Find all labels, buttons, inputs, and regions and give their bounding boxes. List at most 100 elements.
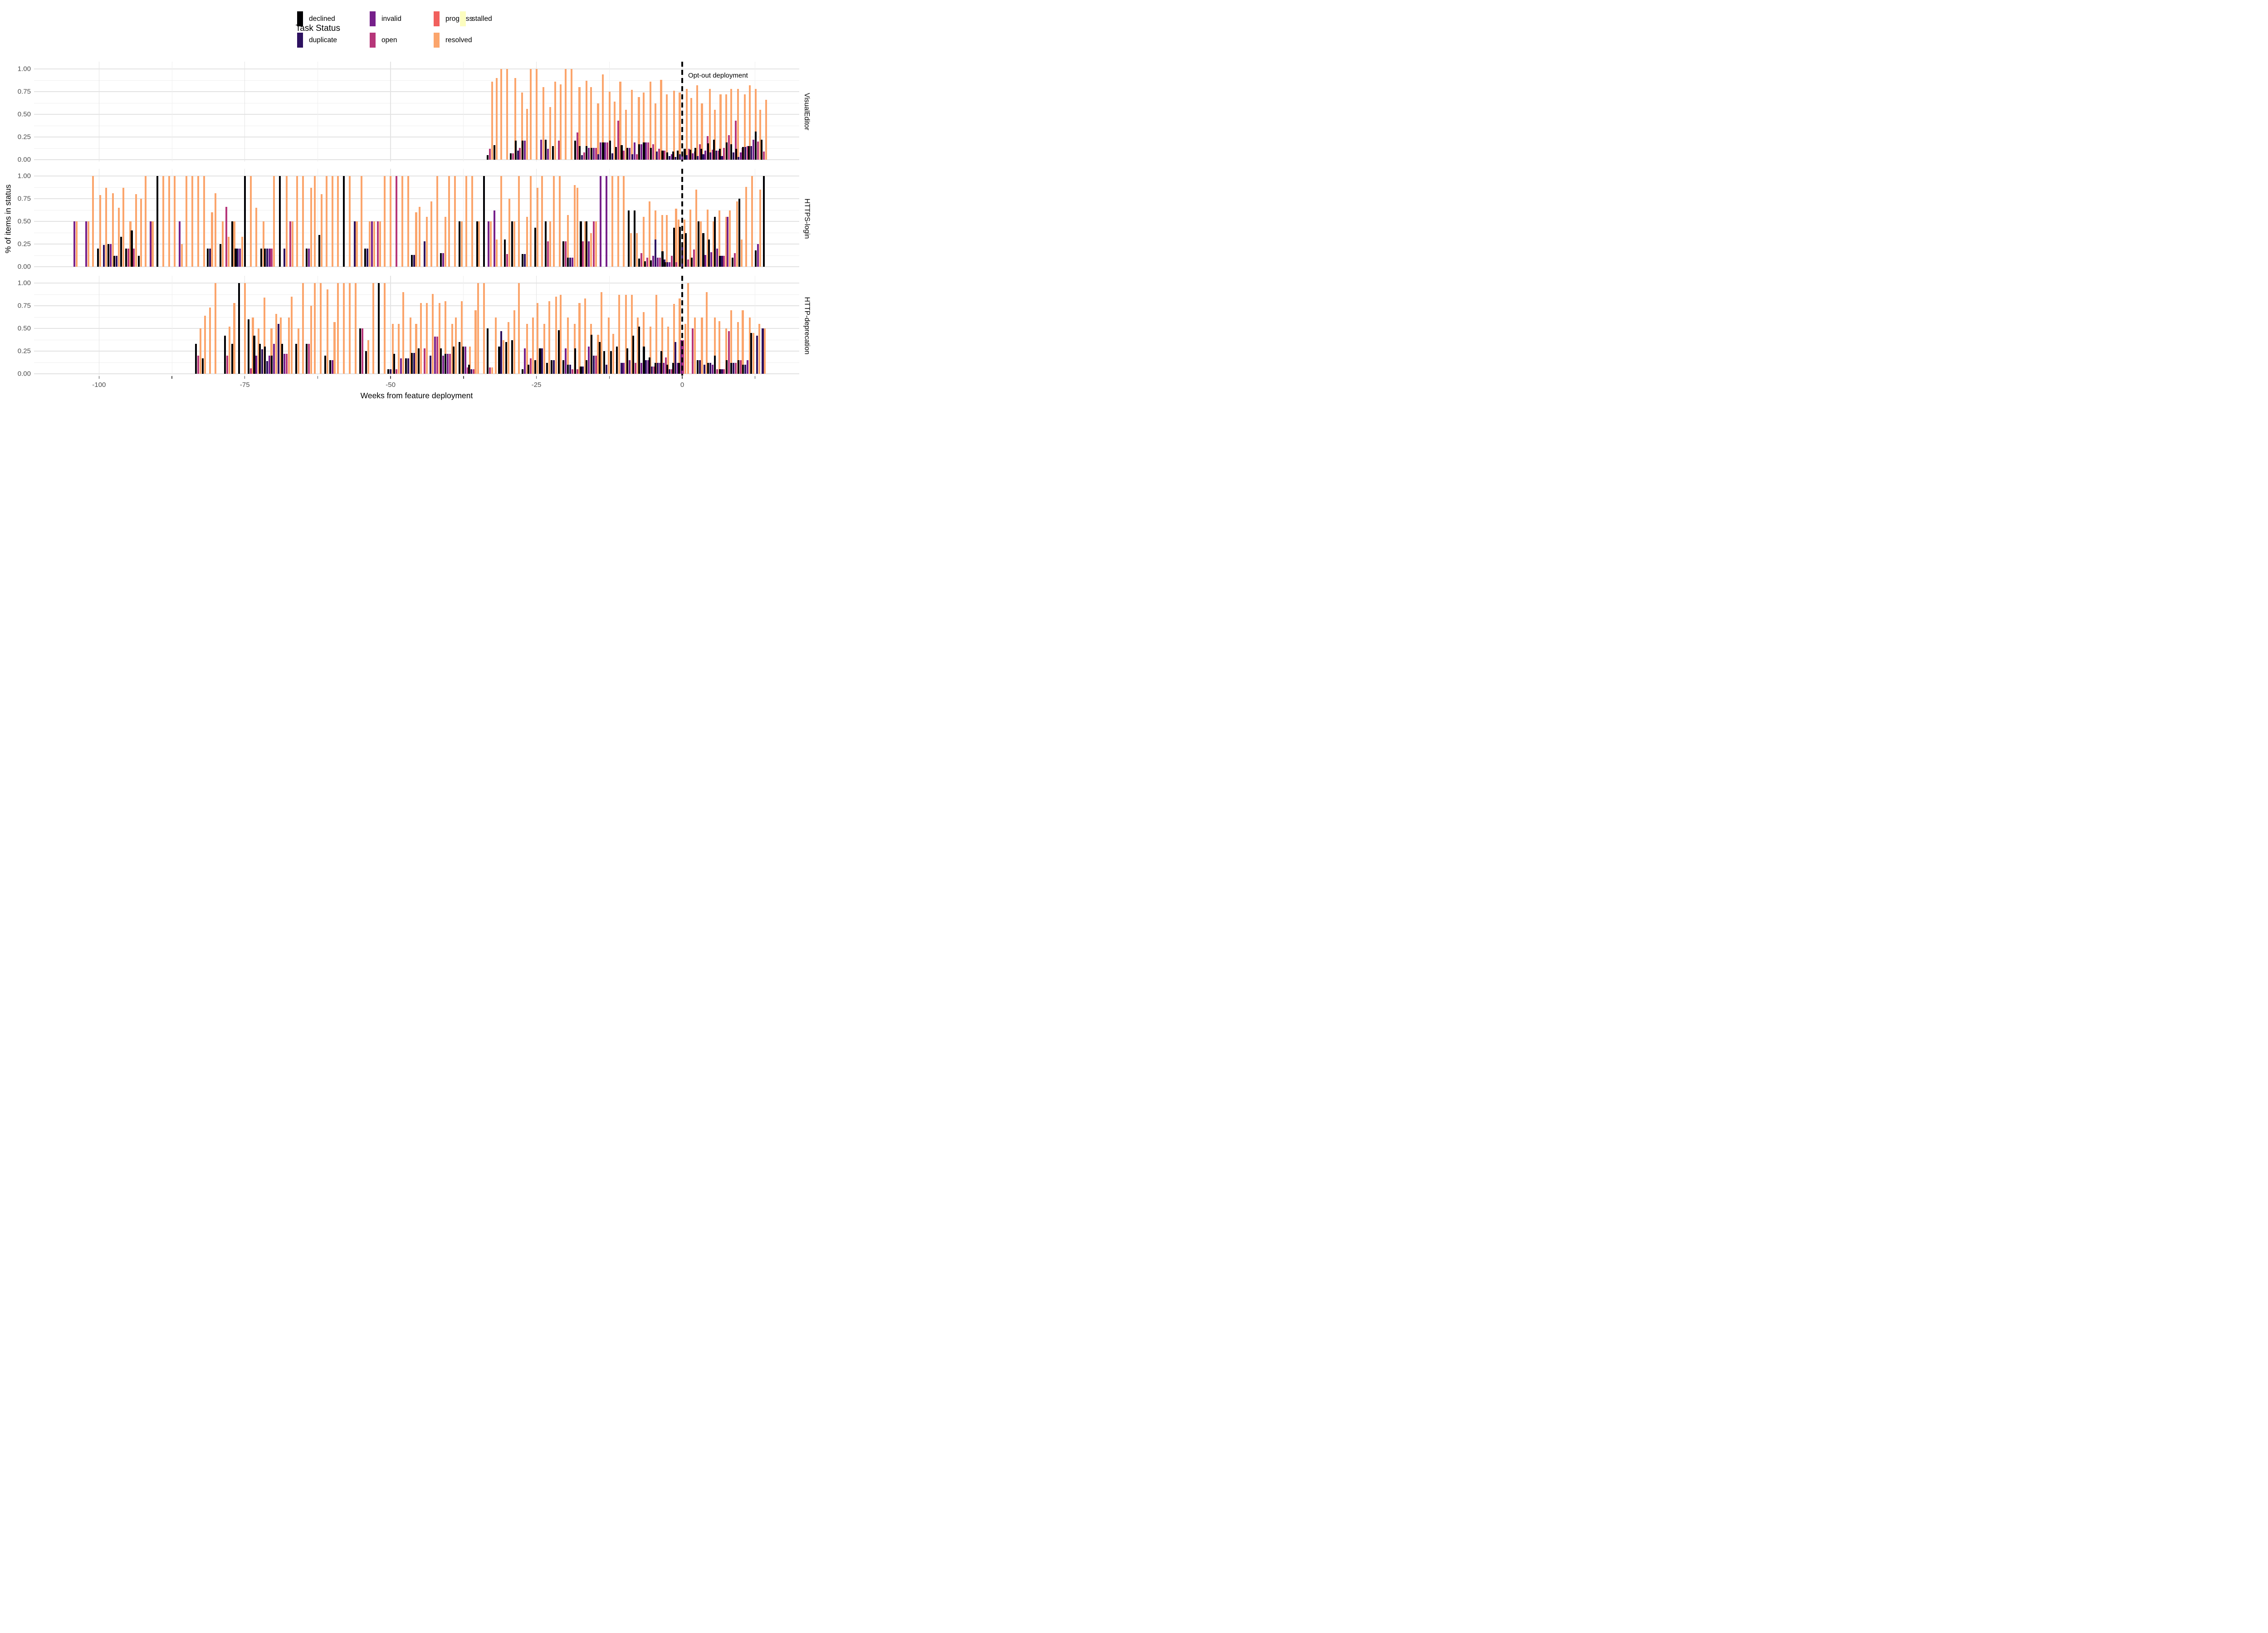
bar-declined bbox=[737, 360, 739, 374]
bar-resolved bbox=[302, 283, 304, 374]
bar-resolved bbox=[215, 283, 217, 374]
legend-label-resolved: resolved bbox=[445, 36, 472, 44]
bar-resolved bbox=[191, 176, 194, 267]
bar-declined bbox=[650, 148, 652, 160]
bar-resolved bbox=[508, 199, 511, 267]
bar-declined bbox=[580, 221, 582, 267]
bar-resolved bbox=[618, 295, 621, 374]
bar-open bbox=[675, 262, 678, 267]
bar-open bbox=[286, 354, 288, 374]
bar-resolved bbox=[241, 237, 244, 267]
bar-declined bbox=[546, 363, 548, 374]
bar-declined bbox=[719, 369, 721, 374]
y-tick-label: 0.50 bbox=[17, 324, 31, 332]
bar-resolved bbox=[718, 321, 721, 374]
bar-resolved bbox=[654, 103, 656, 160]
bar-open bbox=[529, 358, 532, 374]
bar-declined bbox=[615, 147, 617, 160]
bar-declined bbox=[661, 151, 664, 160]
bar-resolved bbox=[585, 81, 587, 160]
bar-resolved bbox=[607, 318, 610, 374]
bar-duplicate bbox=[674, 157, 676, 160]
major-gridline-y bbox=[34, 373, 799, 374]
bar-declined bbox=[633, 210, 635, 267]
bar-declined bbox=[567, 258, 569, 267]
y-tick-label: 0.00 bbox=[17, 263, 31, 271]
bar-duplicate bbox=[266, 361, 268, 374]
bar-duplicate bbox=[696, 156, 699, 160]
bar-declined bbox=[476, 221, 478, 267]
bar-open bbox=[376, 221, 379, 267]
bar-resolved bbox=[714, 318, 716, 374]
bar-open bbox=[595, 148, 597, 160]
bar-resolved bbox=[521, 93, 523, 160]
bar-duplicate bbox=[709, 152, 711, 160]
bar-resolved bbox=[356, 221, 358, 267]
bar-resolved bbox=[415, 212, 417, 267]
bar-declined bbox=[603, 351, 605, 374]
bar-duplicate bbox=[744, 365, 747, 374]
bar-open bbox=[670, 369, 673, 374]
bar-open bbox=[225, 207, 227, 267]
bar-declined bbox=[707, 363, 709, 374]
bar-invalid bbox=[523, 348, 526, 374]
bar-resolved bbox=[390, 176, 392, 267]
bar-open bbox=[693, 249, 695, 267]
bar-declined bbox=[664, 262, 666, 267]
bar-resolved bbox=[430, 201, 433, 267]
bar-open bbox=[506, 254, 508, 267]
bar-resolved bbox=[174, 176, 176, 267]
bar-declined bbox=[761, 140, 763, 160]
bar-resolved bbox=[694, 318, 696, 374]
legend-swatch-duplicate bbox=[297, 33, 303, 48]
bar-invalid bbox=[604, 142, 606, 160]
bar-resolved bbox=[701, 318, 703, 374]
major-gridline-x bbox=[98, 62, 100, 161]
bar-duplicate bbox=[423, 241, 425, 267]
bar-resolved bbox=[402, 292, 405, 374]
bar-resolved bbox=[296, 176, 298, 267]
bar-resolved bbox=[560, 295, 562, 374]
bar-open bbox=[717, 151, 719, 160]
y-tick-label: 0.25 bbox=[17, 347, 31, 355]
bar-resolved bbox=[597, 103, 599, 160]
bar-resolved bbox=[333, 322, 336, 374]
bar-resolved bbox=[474, 310, 477, 374]
bar-declined bbox=[650, 260, 652, 267]
bar-declined bbox=[678, 363, 680, 374]
bar-declined bbox=[574, 141, 576, 160]
bar-resolved bbox=[162, 176, 164, 267]
facet-panel-https-login bbox=[34, 169, 799, 269]
bar-resolved bbox=[725, 217, 728, 267]
bar-resolved bbox=[584, 221, 587, 267]
bar-resolved bbox=[730, 89, 732, 160]
bar-resolved bbox=[425, 303, 428, 374]
bar-duplicate bbox=[413, 353, 415, 374]
bar-invalid bbox=[442, 356, 444, 374]
bar-invalid bbox=[680, 340, 682, 374]
y-tick-label: 0.25 bbox=[17, 133, 31, 141]
bar-open bbox=[395, 176, 398, 267]
bar-resolved bbox=[529, 176, 532, 267]
bar-resolved bbox=[690, 98, 693, 160]
bar-invalid bbox=[710, 252, 713, 267]
bar-resolved bbox=[354, 283, 357, 374]
bar-invalid bbox=[109, 244, 112, 267]
x-tick-mark bbox=[244, 376, 245, 379]
bar-resolved bbox=[392, 324, 394, 374]
bar-duplicate bbox=[261, 349, 264, 374]
bar-invalid bbox=[494, 210, 496, 267]
bar-resolved bbox=[576, 188, 578, 267]
bar-declined bbox=[677, 151, 679, 160]
bar-resolved bbox=[349, 283, 351, 374]
bar-duplicate bbox=[679, 154, 681, 160]
bar-open bbox=[635, 363, 637, 374]
bar-duplicate bbox=[581, 155, 583, 160]
facet-panel-http-deprecation bbox=[34, 276, 799, 376]
bar-invalid bbox=[633, 142, 635, 160]
bar-resolved bbox=[152, 221, 154, 267]
bar-declined bbox=[259, 344, 261, 374]
bar-open bbox=[664, 151, 666, 160]
bar-open bbox=[711, 150, 714, 160]
bar-declined bbox=[534, 360, 537, 374]
